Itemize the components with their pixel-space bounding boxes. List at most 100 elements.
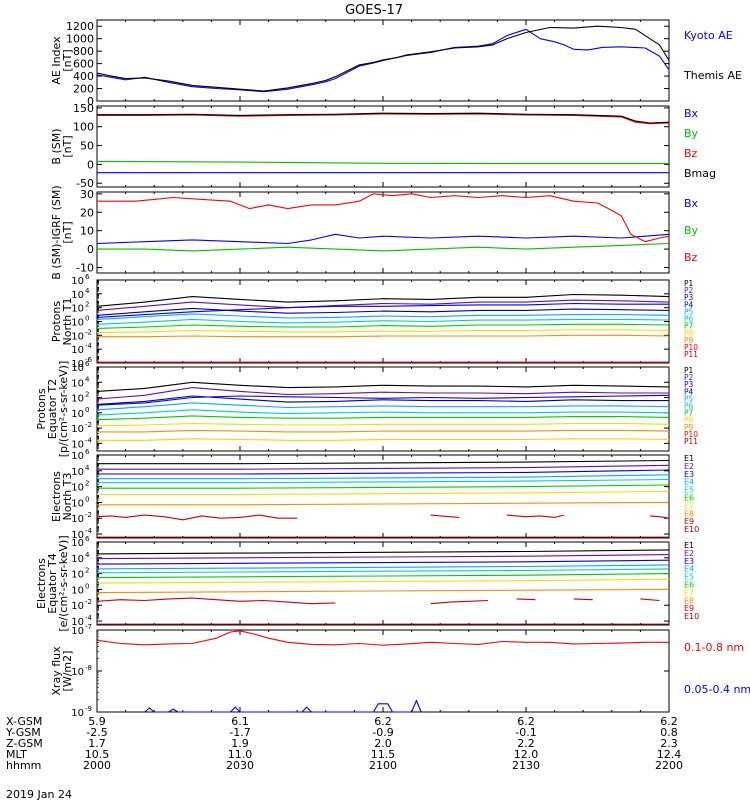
series-line-bmag <box>97 112 670 124</box>
y-tick-label: 0 <box>87 95 94 108</box>
legend-item-e6: E6 <box>684 494 694 503</box>
series-line-0-1-0-8-nm <box>96 630 669 646</box>
y-tick-exponent: 2 <box>85 567 89 575</box>
legend-item-p6: P6 <box>684 402 694 411</box>
y-tick-exponent: -2 <box>85 598 92 606</box>
y-tick-label: 1000 <box>66 33 94 46</box>
axis-column-value: 1.9 <box>231 737 249 750</box>
y-axis-label: [p/(cm²-s-sr-keV)] <box>57 361 70 458</box>
axis-column-value: -2.5 <box>86 726 107 739</box>
axis-row-label: Z-GSM <box>6 737 43 750</box>
y-tick-label: 10 <box>71 378 84 389</box>
panel-frame <box>96 454 670 539</box>
y-tick-label: 10 <box>71 439 84 450</box>
panel-frame <box>96 191 670 274</box>
legend-item-0-05-0-4-nm: 0.05-0.4 nm <box>684 683 750 696</box>
y-tick-label: 10 <box>71 451 84 462</box>
series-line-e9e <box>640 598 660 602</box>
legend-item-p2: P2 <box>684 373 694 382</box>
series-line-p3 <box>96 394 670 406</box>
series-line-kyoto-ae <box>96 28 670 93</box>
series-line-e3 <box>97 469 670 475</box>
axis-column-value: 10.5 <box>85 748 110 761</box>
y-tick-exponent: 4 <box>85 464 90 472</box>
series-line-e5 <box>97 478 670 484</box>
y-tick-label: 10 <box>71 363 84 374</box>
series-line-e5 <box>96 568 670 574</box>
y-axis-label: Equator T4 <box>46 553 59 613</box>
y-tick-label: 10 <box>71 345 84 356</box>
panel-frame <box>96 105 670 188</box>
legend-item-p7: P7 <box>684 322 694 331</box>
series-line-e7 <box>96 578 670 584</box>
axis-column-value: 2100 <box>369 759 397 772</box>
legend-item-p5: P5 <box>684 307 694 316</box>
panel-frame <box>96 629 670 713</box>
series-line-e2 <box>97 464 670 470</box>
y-tick-label: 10 <box>71 585 84 596</box>
series-line-e4 <box>97 474 670 480</box>
axis-column-value: 2.0 <box>374 737 392 750</box>
series-line-p3 <box>96 302 669 318</box>
series-line-e7 <box>97 490 670 496</box>
axis-column-value: -0.9 <box>372 726 393 739</box>
legend-item-p11: P11 <box>684 350 698 359</box>
series-line-p6 <box>96 409 670 416</box>
y-tick-label: 10 <box>71 359 84 370</box>
series-line-e9 <box>96 597 336 605</box>
y-axis-label: North T3 <box>61 473 74 521</box>
y-tick-label: 10 <box>71 290 84 301</box>
y-tick-exponent: 0 <box>85 582 89 590</box>
y-axis-label: [nT] <box>61 135 74 157</box>
legend-item-e9: E9 <box>684 517 694 526</box>
y-axis-label: B (SM) <box>50 128 63 164</box>
y-tick-label: 400 <box>73 70 94 83</box>
series-line-e8 <box>96 588 670 594</box>
series-line-p8 <box>96 329 670 334</box>
series-line-bz <box>97 113 670 125</box>
y-axis-label: Xray flux <box>50 646 63 696</box>
panel-bsmigrf: -10 0 10 20 30 B (SM)-IGRF (SM)[nT] Bx By Bz <box>50 185 699 279</box>
y-tick-label: 10 <box>71 570 84 581</box>
series-line-p2 <box>96 387 669 400</box>
y-tick-label: 10 <box>71 538 84 549</box>
y-tick-exponent: 0 <box>85 495 89 503</box>
series-line-e9b <box>430 599 488 605</box>
axis-column-value: 2.3 <box>660 737 678 750</box>
y-tick-exponent: 6 <box>85 535 90 543</box>
series-line-p5 <box>96 402 670 411</box>
legend-item-themis-ae: Themis AE <box>683 69 742 82</box>
y-tick-exponent: -9 <box>85 705 92 713</box>
series-line-bz <box>97 193 670 243</box>
chart-title: GOES-17 <box>345 3 403 18</box>
legend-item-e8: E8 <box>684 509 694 518</box>
y-axis-label: North T1 <box>61 298 74 346</box>
legend-item-e4: E4 <box>684 478 694 487</box>
y-tick-label: 10 <box>71 304 84 315</box>
series-line-p1 <box>96 293 670 307</box>
axis-column-value: 6.1 <box>231 715 249 728</box>
y-tick-label: 10 <box>71 331 84 342</box>
series-line-e9c <box>506 514 565 518</box>
y-tick-label: 30 <box>80 188 94 201</box>
y-tick-exponent: 4 <box>85 375 90 383</box>
series-line-p5 <box>96 313 670 320</box>
series-line-e9 <box>96 514 298 521</box>
y-tick-exponent: 0 <box>85 406 89 414</box>
y-tick-exponent: 4 <box>85 551 90 559</box>
axis-column-value: -0.1 <box>515 726 536 739</box>
series-line-e3 <box>96 559 670 565</box>
y-tick-exponent: 0 <box>85 315 89 323</box>
y-tick-label: 0 <box>87 243 94 256</box>
axis-column-value: 12.4 <box>657 748 682 761</box>
y-tick-exponent: 2 <box>85 391 89 399</box>
y-axis-label: B (SM)-IGRF (SM) <box>50 185 63 279</box>
plot-date: 2019 Jan 24 <box>6 788 72 800</box>
legend-item-e1: E1 <box>684 454 694 463</box>
series-line-e1 <box>96 549 670 555</box>
legend-item-0-1-0-8-nm: 0.1-0.8 nm <box>684 641 744 654</box>
